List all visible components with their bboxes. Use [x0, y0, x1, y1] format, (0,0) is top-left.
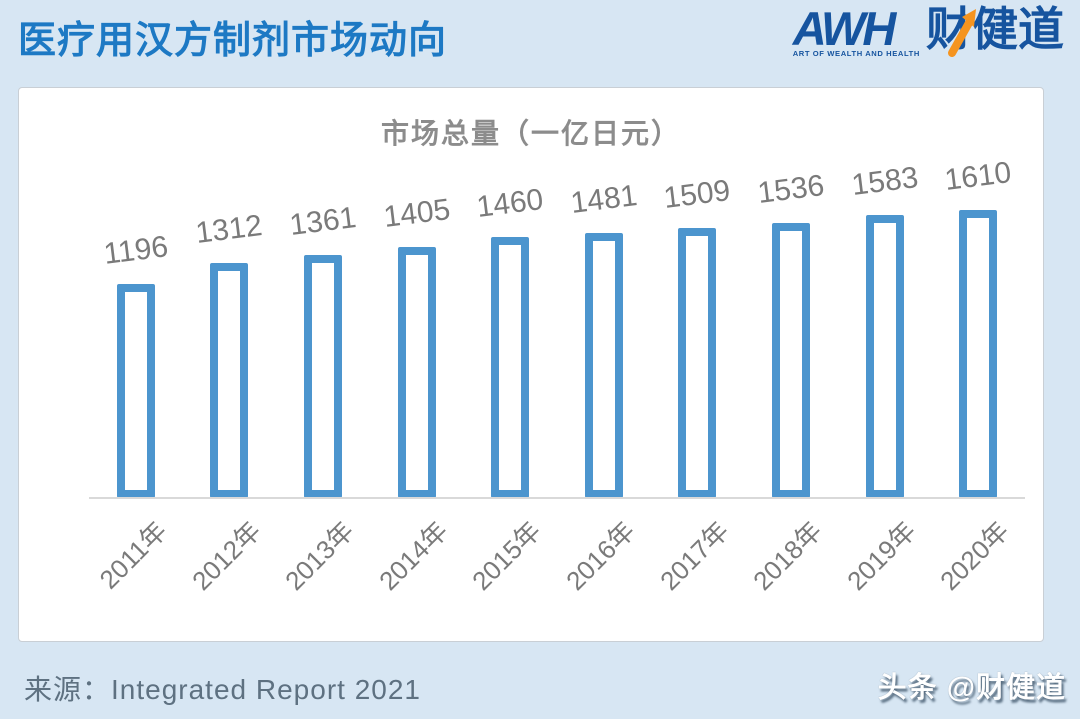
bar-slot: 1405 2014年 [370, 193, 464, 596]
page-title: 医疗用汉方制剂市场动向 [18, 20, 448, 62]
logo-awh-text: AWH [792, 2, 897, 55]
x-axis-label: 2011年 [93, 515, 173, 595]
chart-panel: 市场总量（一亿日元） 1196 2011年 1312 2012年 1361 2013年 14… [18, 87, 1044, 642]
x-axis-label: 2012年 [185, 515, 267, 597]
bar-value-label: 1509 [662, 174, 733, 215]
bar [303, 255, 342, 498]
bar-value-label: 1583 [849, 161, 920, 202]
bar-slot: 1460 2015年 [463, 183, 557, 596]
logo-brand-text: 财健道 [926, 3, 1064, 57]
brand-characters: 财健道 [926, 3, 1064, 55]
x-axis-label: 2017年 [653, 515, 735, 597]
bar-value-label: 1610 [942, 156, 1014, 197]
bar [584, 233, 623, 498]
watermark-text: 头条 @财健道 [877, 672, 1066, 704]
bar-slot: 1312 2012年 [183, 209, 277, 596]
logo-awh-block: AWH ART OF WEALTH AND HEALTH [793, 5, 920, 58]
bar [397, 247, 436, 498]
x-axis-label: 2018年 [747, 515, 828, 597]
bar [491, 237, 530, 498]
x-axis-label: 2016年 [560, 515, 641, 597]
x-axis-label: 2015年 [466, 515, 547, 597]
bar-slot: 1583 2019年 [838, 161, 932, 596]
x-axis-label: 2020年 [934, 515, 1015, 597]
bar-slot: 1536 2018年 [744, 169, 838, 596]
x-axis-line [89, 497, 1025, 499]
bar-slot: 1481 2016年 [557, 179, 651, 596]
bar-slot: 1509 2017年 [651, 174, 745, 596]
bar [959, 210, 998, 498]
bar-value-label: 1405 [381, 193, 452, 234]
bar-value-label: 1312 [194, 209, 265, 250]
source-text: 来源：Integrated Report 2021 [24, 674, 421, 705]
bar-value-label: 1536 [755, 169, 827, 210]
bar-slot: 1196 2011年 [89, 210, 183, 594]
bar [210, 263, 249, 498]
x-axis-label: 2014年 [372, 515, 454, 597]
chart-title: 市场总量（一亿日元） [380, 118, 681, 149]
bar-value-label: 1481 [568, 179, 639, 220]
bar-slot: 1361 2013年 [276, 201, 370, 596]
bar [116, 284, 155, 498]
bar-value-label: 1460 [474, 183, 546, 224]
bar-value-label: 1196 [101, 230, 170, 271]
bar-value-label: 1361 [287, 201, 359, 242]
bar-slot: 1610 2020年 [931, 156, 1025, 596]
bar [771, 223, 810, 498]
bar [865, 215, 904, 498]
brand-logo: AWH ART OF WEALTH AND HEALTH 财健道 [793, 5, 1064, 67]
logo-tagline: ART OF WEALTH AND HEALTH [792, 49, 920, 58]
x-axis-label: 2019年 [840, 515, 922, 597]
x-axis-label: 2013年 [279, 515, 360, 597]
bar [678, 228, 717, 498]
bar-chart-plot: 1196 2011年 1312 2012年 1361 2013年 1405 2014年 1460… [89, 156, 1025, 596]
